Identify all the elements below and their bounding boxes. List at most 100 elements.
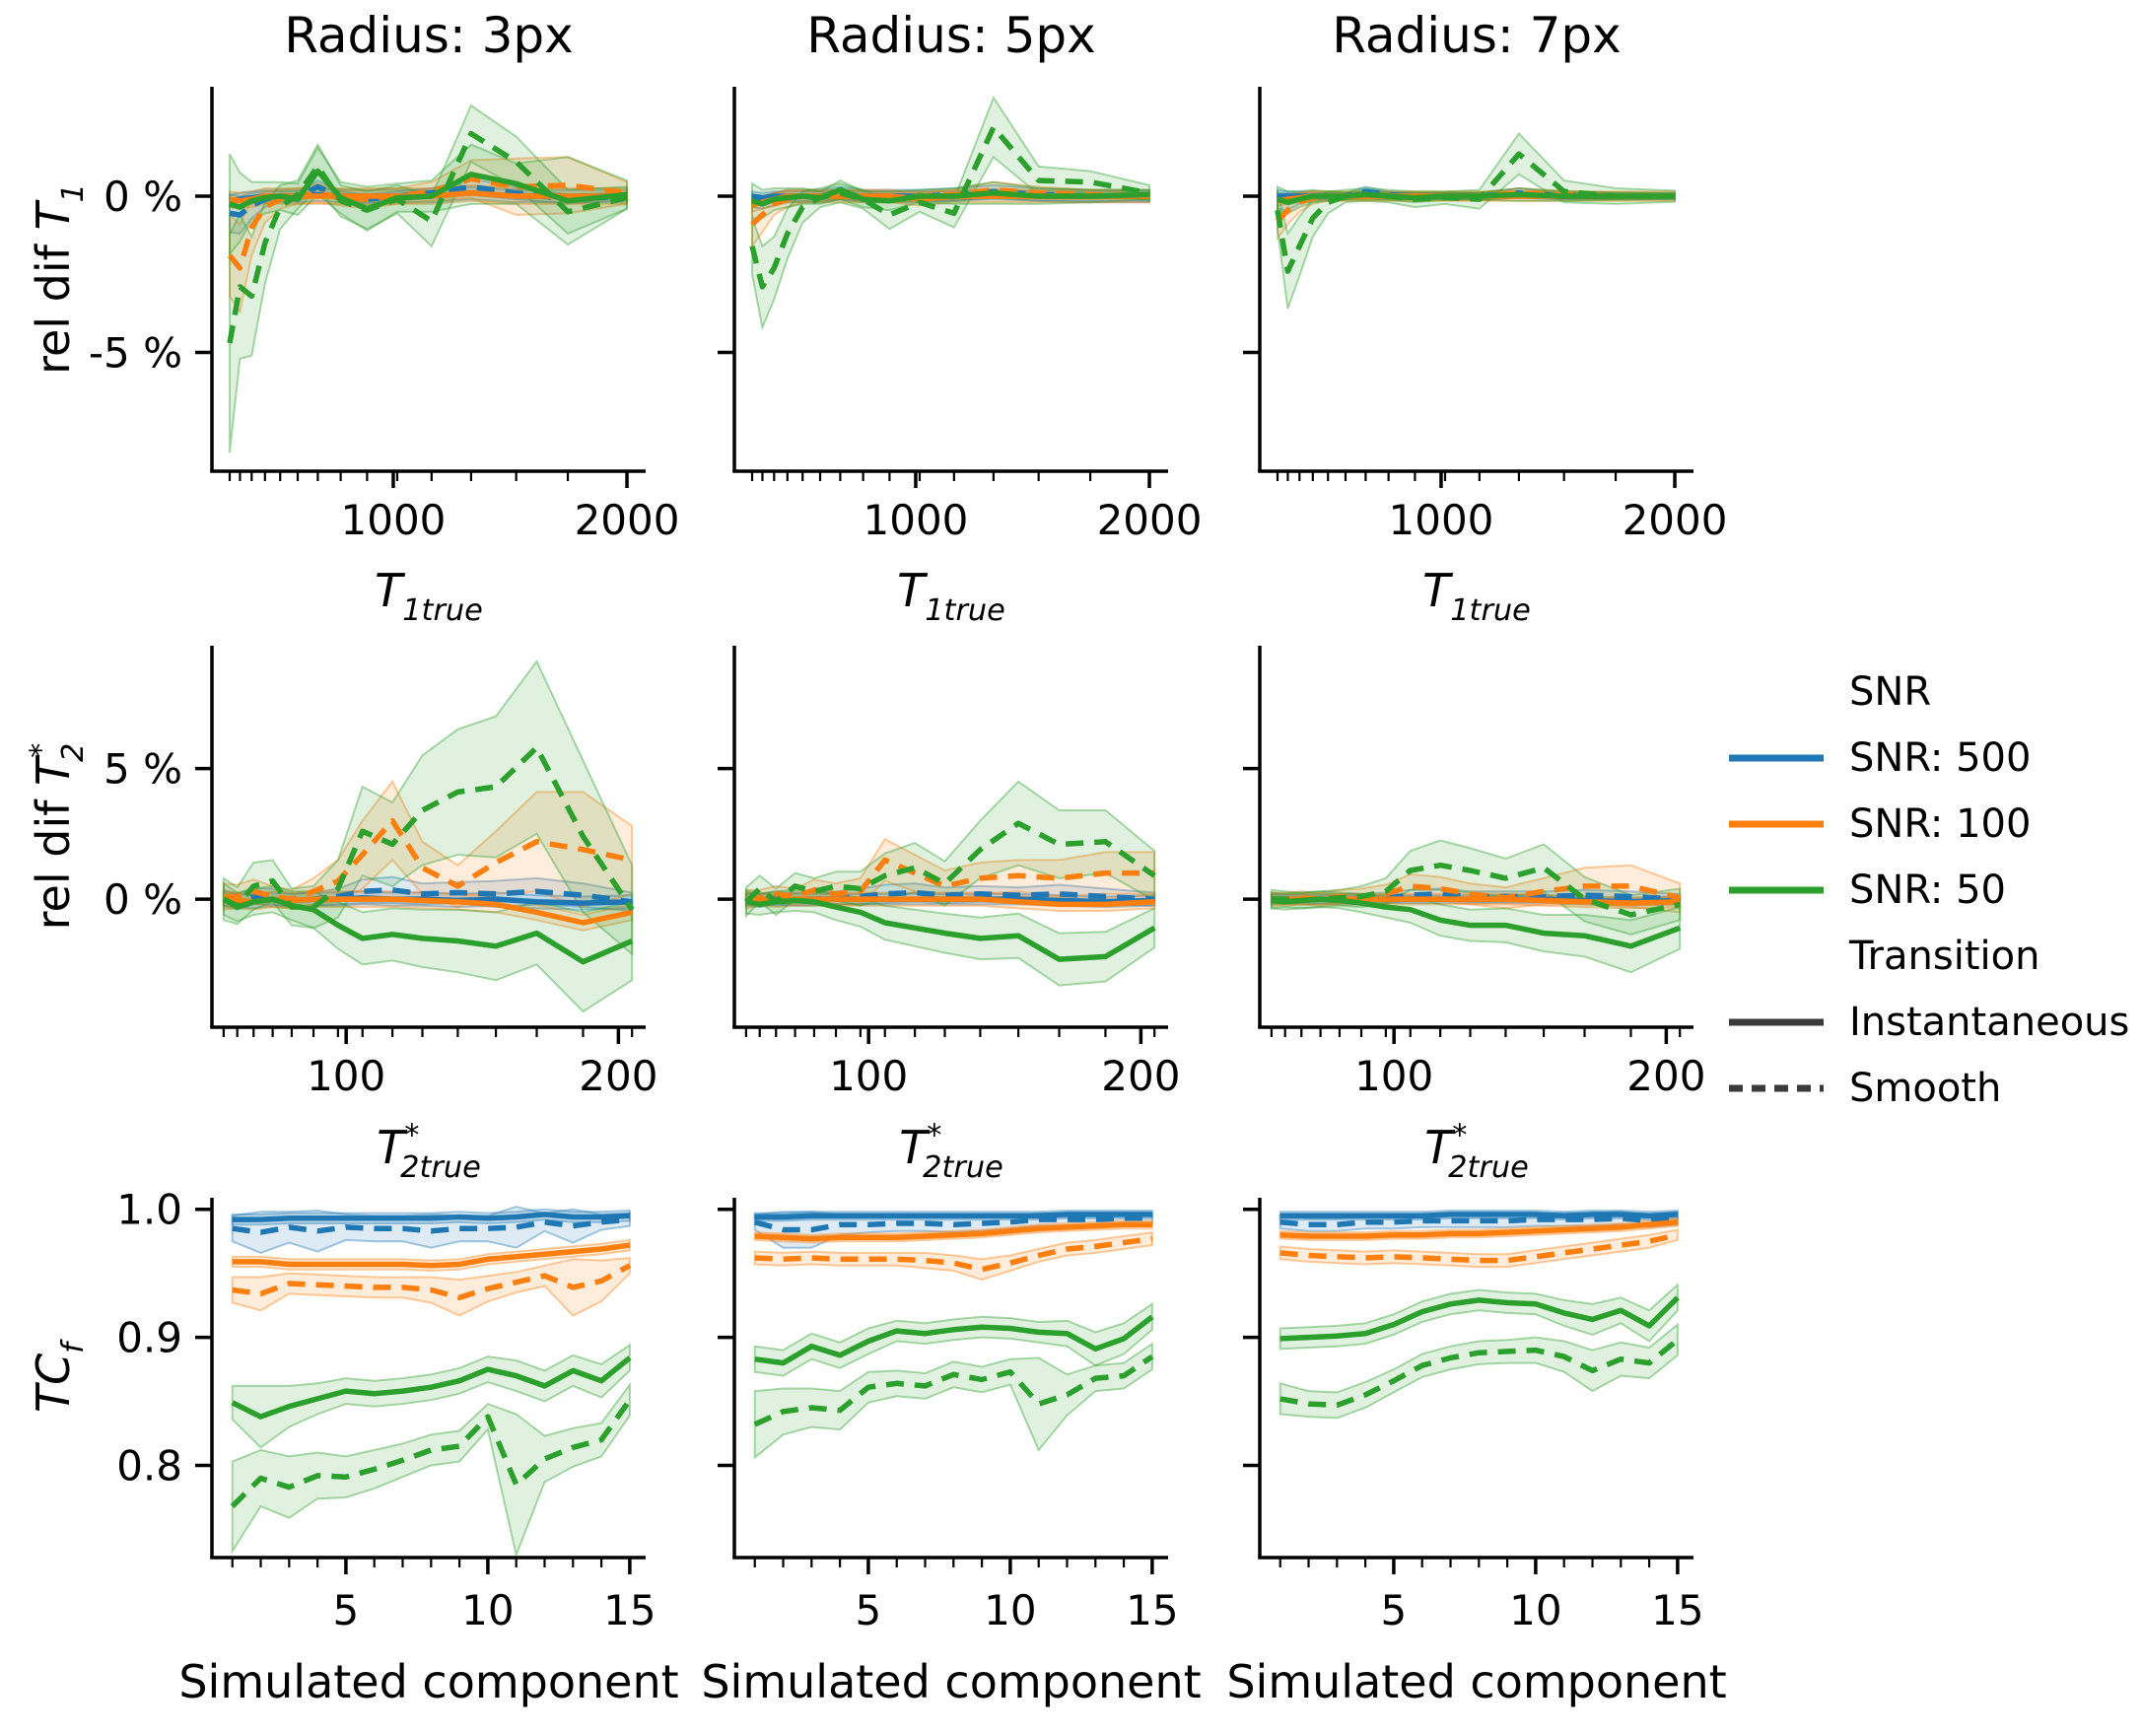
- x-tick-label: 15: [603, 1586, 656, 1634]
- y-axis-label: TCf: [27, 1339, 91, 1413]
- x-axis-label: T* 2true: [899, 1119, 1003, 1185]
- series-line: [231, 1355, 632, 1420]
- series-line: [222, 744, 635, 912]
- y-tick-label: 5 %: [104, 745, 182, 794]
- confidence-band: [1278, 1283, 1679, 1351]
- legend-label: SNR: 100: [1849, 800, 2032, 847]
- confidence-band: [1270, 839, 1682, 936]
- series-line: [1279, 1295, 1680, 1342]
- series-line: [754, 1221, 1152, 1242]
- x-axis-label: Simulated component: [1226, 1655, 1726, 1708]
- series-line: [745, 857, 1155, 902]
- series-line: [232, 1216, 631, 1235]
- x-axis-label: T1true: [897, 564, 1005, 628]
- subplot-r2c0: 5 10 15 1.0 0.9 0.8 Simulated component TCf: [27, 1186, 679, 1708]
- x-tick-label: 10: [984, 1586, 1036, 1634]
- x-tick-label: 2000: [575, 496, 680, 544]
- x-tick-label: 200: [1626, 1052, 1705, 1100]
- subplot-r1c0: 100 200 5 % 0 % T* 2true rel dif T*2: [25, 646, 657, 1185]
- series-line: [232, 1263, 632, 1301]
- legend-transition-header: Transition: [1727, 923, 2129, 989]
- series-line: [754, 1212, 1152, 1220]
- series-line: [222, 896, 634, 965]
- x-axis-label: T* 2true: [1424, 1119, 1529, 1185]
- x-tick-label: 1000: [1389, 496, 1494, 544]
- legend-item-smooth: Smooth: [1727, 1055, 2129, 1121]
- series-line: [227, 175, 628, 271]
- x-tick-label: 10: [1509, 1586, 1561, 1634]
- legend-item-instantaneous: Instantaneous: [1727, 989, 2129, 1055]
- subplot-title: Radius: 7px: [1332, 7, 1622, 64]
- series-line: [1271, 862, 1681, 918]
- legend-label: SNR: 500: [1849, 734, 2032, 781]
- x-tick-label: 10: [461, 1586, 514, 1634]
- confidence-band: [231, 1256, 631, 1317]
- series-line: [749, 124, 1150, 290]
- y-tick-label: 0 %: [104, 173, 182, 221]
- y-axis-label: rel dif T1: [27, 183, 91, 375]
- subplot-r0c0: 1000 2000 0 % -5 % Radius: 3px T1true rel dif …: [27, 7, 679, 628]
- series-line: [743, 820, 1156, 905]
- x-axis-label: Simulated component: [178, 1655, 678, 1708]
- x-tick-label: 15: [1126, 1586, 1178, 1634]
- subplot-r1c1: 100 200 T* 2true: [718, 646, 1180, 1185]
- snr100-line-icon: [1729, 820, 1824, 827]
- series-line: [745, 897, 1156, 962]
- x-tick-label: 200: [579, 1052, 657, 1100]
- subplot-title: Radius: 3px: [284, 7, 574, 64]
- subplot-r2c2: 5 10 15 Simulated component: [1226, 1198, 1727, 1708]
- x-tick-label: 200: [1101, 1052, 1180, 1100]
- series-line: [232, 1212, 631, 1222]
- series-line: [750, 186, 1150, 227]
- legend-snr-header: SNR: [1727, 659, 2129, 725]
- series-line: [227, 130, 628, 344]
- x-tick-label: 100: [1354, 1052, 1433, 1100]
- legend-item-snr500: SNR: 500: [1727, 725, 2129, 791]
- series-line: [232, 1242, 631, 1269]
- y-tick-label: 0.8: [116, 1441, 182, 1490]
- x-tick-label: 5: [1381, 1586, 1408, 1634]
- x-tick-label: 15: [1651, 1586, 1703, 1634]
- series-line: [751, 186, 1150, 207]
- confidence-band: [753, 1230, 1153, 1282]
- dashed-line-icon: [1729, 1084, 1824, 1091]
- y-tick-label: 1.0: [116, 1186, 182, 1234]
- confidence-band: [229, 104, 628, 453]
- x-tick-label: 2000: [1623, 496, 1728, 544]
- x-tick-label: 100: [307, 1052, 385, 1100]
- x-axis-label: T1true: [1422, 564, 1531, 628]
- x-tick-label: 2000: [1097, 496, 1203, 544]
- y-axis-label: rel dif T*2: [25, 743, 91, 931]
- series-line: [223, 887, 633, 905]
- legend-title-snr: SNR: [1849, 668, 1932, 715]
- subplot-r2c1: 5 10 15 Simulated component: [701, 1198, 1202, 1708]
- x-tick-label: 5: [856, 1586, 882, 1634]
- snr50-line-icon: [1729, 886, 1824, 893]
- series-line: [1279, 1218, 1679, 1239]
- legend-label: Smooth: [1849, 1065, 2002, 1111]
- confidence-band: [753, 1342, 1153, 1460]
- series-line: [223, 817, 633, 902]
- confidence-band: [231, 1343, 631, 1449]
- subplot-r0c1: 1000 2000 Radius: 5px T1true: [718, 7, 1202, 628]
- legend: SNR SNR: 500 SNR: 100 SNR: 50 Transition: [1727, 659, 2129, 1121]
- subplot-title: Radius: 5px: [806, 7, 1096, 64]
- x-axis-label: T* 2true: [377, 1119, 481, 1185]
- subplot-r1c2: 100 200 T* 2true: [1243, 646, 1705, 1185]
- legend-item-snr50: SNR: 50: [1727, 857, 2129, 923]
- x-axis-label: T1true: [375, 564, 483, 628]
- y-tick-label: 0 %: [104, 875, 182, 924]
- series-line: [1279, 1338, 1680, 1409]
- series-line: [754, 1314, 1154, 1366]
- legend-item-snr100: SNR: 100: [1727, 791, 2129, 857]
- legend-label: SNR: 50: [1849, 867, 2006, 913]
- series-line: [753, 1354, 1154, 1427]
- x-tick-label: 1000: [864, 496, 969, 544]
- snr500-line-icon: [1729, 754, 1824, 761]
- series-line: [753, 1215, 1152, 1233]
- confidence-band: [753, 1301, 1153, 1377]
- x-tick-label: 5: [333, 1586, 360, 1634]
- confidence-band: [231, 1381, 631, 1559]
